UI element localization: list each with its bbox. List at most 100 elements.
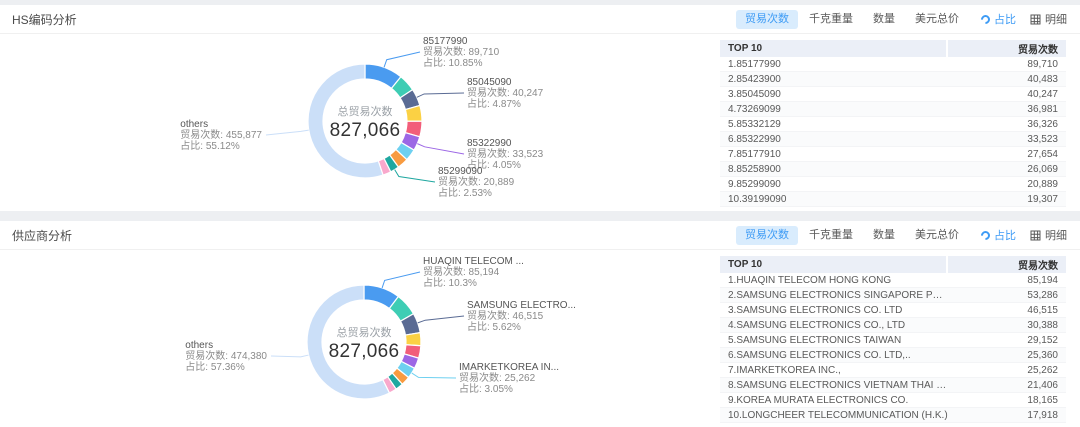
table-row[interactable]: 1.HUAQIN TELECOM HONG KONG 85,194 [720,273,1066,288]
table-row[interactable]: 3.SAMSUNG ELECTRONICS CO. LTD 46,515 [720,303,1066,318]
slice-callout: HUAQIN TELECOM ... 贸易次数: 85,194 占比: 10.3% [423,256,524,289]
card-supplier-analysis: 供应商分析 贸易次数 千克重量 数量 美元总价 占比 明细 总贸易次数 827,066 H… [0,221,1080,427]
row-value: 26,069 [1027,163,1058,175]
table-rows: 1.HUAQIN TELECOM HONG KONG 85,194 2.SAMSUN… [720,273,1066,423]
pie-slice-others[interactable] [306,284,391,400]
slice-callout: IMARKETKOREA IN... 贸易次数: 25,262 占比: 3.05% [459,362,559,395]
row-name: 3.SAMSUNG ELECTRONICS CO. LTD [728,304,903,316]
callout-percent: 占比: 55.12% [180,141,240,152]
row-name: 9.KOREA MURATA ELECTRONICS CO. [728,394,909,406]
row-name: 2.85423900 [728,73,781,85]
donut-chart [270,271,465,400]
callout-leader-line [411,372,457,379]
row-name: 1.85177990 [728,58,781,70]
table-rows: 1.85177990 89,710 2.85423900 40,483 3.850450… [720,57,1066,207]
callout-leader-line [417,143,465,155]
row-value: 36,326 [1027,118,1058,130]
table-row[interactable]: 9.85299090 20,889 [720,177,1066,192]
callout-name: 85322990 [467,138,512,149]
callout-name: SAMSUNG ELECTRO... [467,300,576,311]
section-title: HS编码分析 [12,12,77,27]
metric-button[interactable]: 美元总价 [906,10,968,29]
row-value: 30,388 [1027,319,1058,331]
table-row[interactable]: 3.85045090 40,247 [720,87,1066,102]
callout-name: HUAQIN TELECOM ... [423,256,524,267]
callout-percent: 占比: 10.85% [423,58,483,69]
donut-chart-icon [979,12,992,26]
view-button-ratio[interactable]: 占比 [979,225,1017,245]
callout-count: 贸易次数: 85,194 [423,267,500,278]
row-value: 17,918 [1027,409,1058,421]
slice-callout: others 贸易次数: 474,380 占比: 57.36% [185,340,267,373]
table-row[interactable]: 4.SAMSUNG ELECTRONICS CO., LTD 30,388 [720,318,1066,333]
metric-button[interactable]: 数量 [864,226,904,245]
view-button-ratio[interactable]: 占比 [979,9,1017,29]
row-name: 4.SAMSUNG ELECTRONICS CO., LTD [728,319,906,331]
callout-leader-line [383,51,421,68]
view-button-detail[interactable]: 明细 [1029,9,1068,29]
table-row[interactable]: 5.85332129 36,326 [720,117,1066,132]
view-button-detail[interactable]: 明细 [1029,225,1068,245]
row-value: 19,307 [1027,193,1058,205]
table-row[interactable]: 5.SAMSUNG ELECTRONICS TAIWAN 29,152 [720,333,1066,348]
table-row[interactable]: 2.SAMSUNG ELECTRONICS SINGAPORE PTE. LTD… [720,288,1066,303]
row-name: 9.85299090 [728,178,781,190]
metric-button[interactable]: 千克重量 [800,10,862,29]
table-row[interactable]: 8.85258900 26,069 [720,162,1066,177]
row-value: 20,889 [1027,178,1058,190]
row-value: 29,152 [1027,334,1058,346]
table-row[interactable]: 10.LONGCHEER TELECOMMUNICATION (H.K.) 17,… [720,408,1066,423]
card-body: 总贸易次数 827,066 HUAQIN TELECOM ... 贸易次数: 85… [0,250,1080,423]
row-value: 18,165 [1027,394,1058,406]
callout-name: 85045090 [467,77,512,88]
table-row[interactable]: 10.39199090 19,307 [720,192,1066,207]
row-name: 7.IMARKETKOREA INC., [728,364,841,376]
metric-button[interactable]: 贸易次数 [736,225,798,245]
row-value: 40,247 [1027,88,1058,100]
row-name: 6.SAMSUNG ELECTRONICS CO. LTD,.. [728,349,911,361]
donut-chart-panel: 总贸易次数 827,066 85177990 贸易次数: 89,710 占比: 10… [0,34,710,199]
card-header: 供应商分析 贸易次数 千克重量 数量 美元总价 占比 明细 [0,221,1080,250]
metric-button[interactable]: 千克重量 [800,226,862,245]
metric-button[interactable]: 贸易次数 [736,9,798,29]
table-row[interactable]: 4.73269099 36,981 [720,102,1066,117]
callout-count: 贸易次数: 474,380 [185,351,267,362]
table-row[interactable]: 6.85322990 33,523 [720,132,1066,147]
row-value: 85,194 [1027,274,1058,286]
row-name: 5.SAMSUNG ELECTRONICS TAIWAN [728,334,902,346]
table-row[interactable]: 7.85177910 27,654 [720,147,1066,162]
donut-center-label: 总贸易次数 827,066 [294,324,434,363]
table-row[interactable]: 9.KOREA MURATA ELECTRONICS CO. 18,165 [720,393,1066,408]
callout-leader-line [270,354,309,358]
table-row[interactable]: 6.SAMSUNG ELECTRONICS CO. LTD,.. 25,360 [720,348,1066,363]
callout-leader-line [394,169,436,183]
card-body: 总贸易次数 827,066 85177990 贸易次数: 89,710 占比: 10… [0,34,1080,207]
table-row[interactable]: 1.85177990 89,710 [720,57,1066,72]
section-title: 供应商分析 [12,228,73,243]
table-row[interactable]: 7.IMARKETKOREA INC., 25,262 [720,363,1066,378]
row-value: 25,360 [1027,349,1058,361]
row-name: 7.85177910 [728,148,781,160]
donut-center-total: 827,066 [329,120,401,141]
card-hs-code-analysis: HS编码分析 贸易次数 千克重量 数量 美元总价 占比 明细 总贸易次数 827,066 … [0,5,1080,211]
callout-count: 贸易次数: 33,523 [467,149,544,160]
view-button-label: 占比 [994,230,1016,242]
table-header: TOP 10 贸易次数 [720,40,1066,57]
callout-count: 贸易次数: 455,877 [180,130,262,141]
row-name: 2.SAMSUNG ELECTRONICS SINGAPORE PTE. LTD [728,289,948,301]
callout-percent: 占比: 4.87% [467,99,521,110]
table-row[interactable]: 2.85423900 40,483 [720,72,1066,87]
slice-callout: others 贸易次数: 455,877 占比: 55.12% [180,119,262,152]
metric-button[interactable]: 数量 [864,10,904,29]
table-row[interactable]: 8.SAMSUNG ELECTRONICS VIETNAM THAI NG 21,… [720,378,1066,393]
callout-count: 贸易次数: 89,710 [423,47,500,58]
row-name: 10.39199090 [728,193,787,205]
table-header: TOP 10 贸易次数 [720,256,1066,273]
callout-count: 贸易次数: 25,262 [459,373,536,384]
callout-name: IMARKETKOREA IN... [459,362,560,373]
callout-name: 85299090 [438,166,483,177]
row-value: 27,654 [1027,148,1058,160]
pie-slice-others[interactable] [307,63,384,179]
metric-button[interactable]: 美元总价 [906,226,968,245]
callout-leader-line [265,129,309,136]
